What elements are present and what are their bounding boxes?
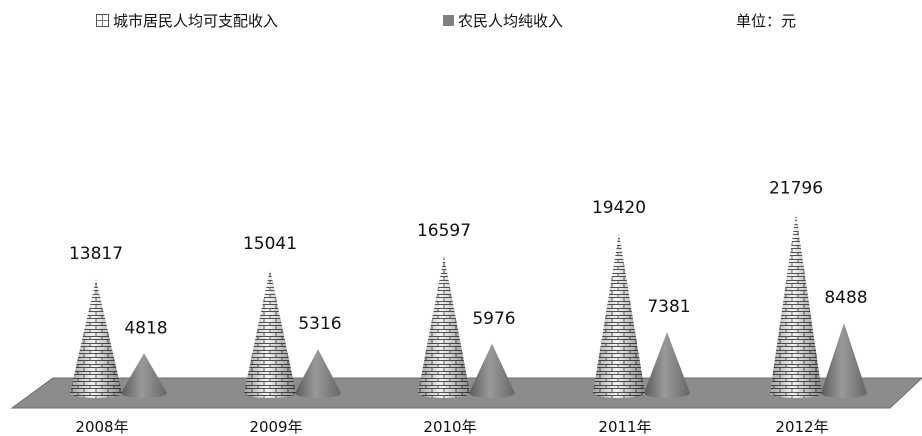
urban-value-label-1: 15041 xyxy=(243,234,297,254)
legend: 城市居民人均可支配收入 农民人均纯收入 单位：元 xyxy=(0,10,922,38)
unit-label: 单位：元 xyxy=(736,12,797,30)
urban-cone-1-shade xyxy=(244,269,296,393)
rural-cone-3 xyxy=(644,332,690,393)
rural-cone-4 xyxy=(821,323,867,393)
rural-cone-3-base xyxy=(644,388,690,398)
chart-marks: 13817 4818 2008年 15041 5316 2009年 16597 5976 201… xyxy=(69,178,868,436)
urban-cone-3-base-shade xyxy=(593,388,645,398)
legend-urban-label: 城市居民人均可支配收入 xyxy=(113,12,279,30)
rural-swatch-icon xyxy=(443,15,454,26)
rural-value-label-2: 5976 xyxy=(472,309,515,329)
urban-cone-0-base-shade xyxy=(70,388,122,398)
urban-cone-2-shade xyxy=(418,256,470,393)
urban-cone-0-shade xyxy=(70,279,122,393)
x-tick-label-1: 2009年 xyxy=(249,418,302,436)
urban-cone-4-shade xyxy=(770,213,822,393)
rural-cone-1-base xyxy=(295,388,341,398)
urban-cone-2-base-shade xyxy=(418,388,470,398)
urban-value-label-0: 13817 xyxy=(69,244,123,264)
rural-cone-1 xyxy=(295,349,341,393)
rural-value-label-3: 7381 xyxy=(647,297,690,317)
urban-cone-3-shade xyxy=(593,232,645,393)
rural-value-label-0: 4818 xyxy=(124,318,167,338)
rural-cone-0 xyxy=(121,353,167,393)
urban-value-label-2: 16597 xyxy=(417,221,471,241)
rural-cone-4-base xyxy=(821,388,867,398)
legend-item-urban: 城市居民人均可支配收入 xyxy=(96,10,278,31)
legend-item-rural: 农民人均纯收入 xyxy=(443,10,563,31)
rural-cone-2-base xyxy=(469,388,515,398)
rural-cone-2 xyxy=(469,343,515,393)
legend-rural-label: 农民人均纯收入 xyxy=(458,12,564,30)
rural-cone-0-base xyxy=(121,388,167,398)
x-tick-label-2: 2010年 xyxy=(423,418,476,436)
urban-swatch-icon xyxy=(96,14,109,27)
rural-value-label-1: 5316 xyxy=(298,314,341,334)
x-tick-label-0: 2008年 xyxy=(75,418,128,436)
x-tick-label-3: 2011年 xyxy=(598,418,651,436)
urban-value-label-3: 19420 xyxy=(592,198,646,218)
x-tick-label-4: 2012年 xyxy=(775,418,828,436)
rural-value-label-4: 8488 xyxy=(824,288,867,308)
urban-cone-1-base-shade xyxy=(244,388,296,398)
urban-value-label-4: 21796 xyxy=(769,178,823,198)
urban-cone-4-base-shade xyxy=(770,388,822,398)
